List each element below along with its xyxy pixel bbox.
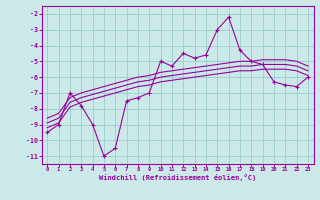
X-axis label: Windchill (Refroidissement éolien,°C): Windchill (Refroidissement éolien,°C)	[99, 174, 256, 181]
